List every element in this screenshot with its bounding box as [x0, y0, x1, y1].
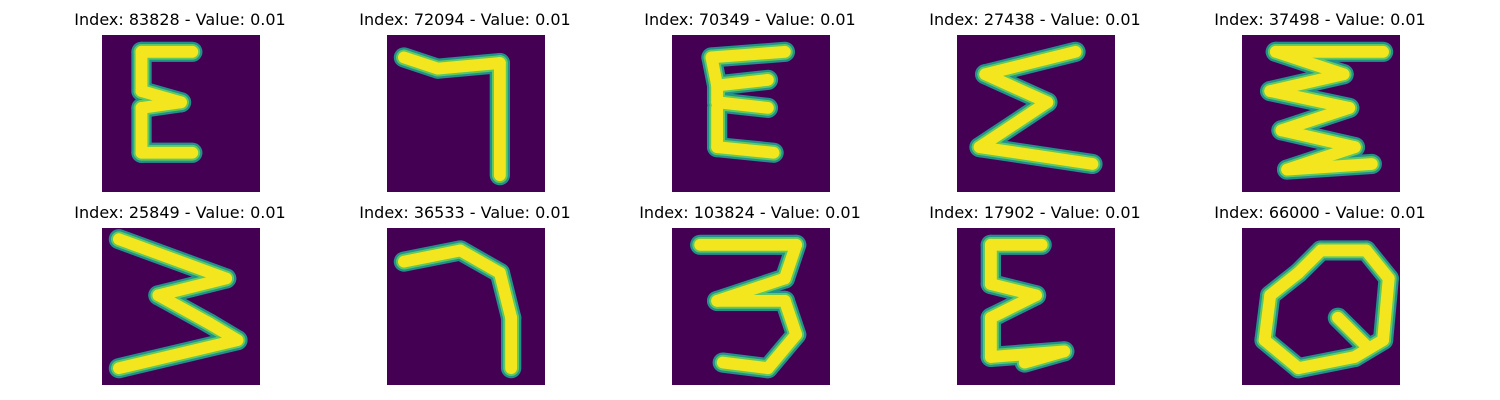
- glyph-stroke: [1258, 289, 1277, 347]
- digit-image: [387, 35, 545, 192]
- panel-title: Index: 17902 - Value: 0.01: [929, 203, 1141, 222]
- glyph-stroke: [711, 141, 780, 159]
- glyph-stroke: [1269, 45, 1350, 81]
- glyph-stroke-layer: [113, 233, 244, 375]
- panel-9: Index: 17902 - Value: 0.01: [885, 193, 1185, 385]
- panel-title: Index: 25849 - Value: 0.01: [74, 203, 286, 222]
- glyph-stroke: [135, 96, 187, 114]
- glyph-stroke-layer: [1258, 244, 1395, 375]
- glyph-stroke: [113, 233, 233, 285]
- glyph-stroke: [398, 244, 467, 268]
- glyph-stroke: [1258, 334, 1305, 375]
- glyph-stroke: [1264, 266, 1305, 302]
- glyph-stroke: [1275, 102, 1356, 137]
- glyph-stroke: [1275, 124, 1361, 154]
- glyph-stroke-layer: [984, 238, 1071, 369]
- glyph-stroke: [778, 295, 803, 341]
- panel-title: Index: 27438 - Value: 0.01: [929, 10, 1141, 29]
- glyph-stroke-layer: [694, 238, 803, 375]
- panel-5: Index: 37498 - Value: 0.01: [1170, 0, 1470, 192]
- panel-title: Index: 103824 - Value: 0.01: [639, 203, 861, 222]
- glyph-stroke: [711, 96, 774, 114]
- panel-4: Index: 27438 - Value: 0.01: [885, 0, 1185, 192]
- digit-image: [672, 35, 830, 192]
- glyph-stroke-layer: [135, 45, 199, 159]
- glyph-stroke: [1264, 85, 1356, 114]
- glyph-stroke: [762, 328, 803, 375]
- glyph-stroke-layer: [705, 45, 791, 159]
- glyph-stroke: [711, 73, 774, 92]
- digit-image: [957, 35, 1115, 192]
- panel-title: Index: 37498 - Value: 0.01: [1214, 10, 1426, 29]
- glyph-stroke: [1332, 311, 1373, 352]
- panel-1: Index: 83828 - Value: 0.01: [30, 0, 330, 192]
- glyph-stroke: [454, 244, 506, 279]
- glyph-stroke-layer: [973, 45, 1099, 170]
- glyph-stroke: [398, 51, 444, 75]
- digit-image: [102, 35, 260, 192]
- digit-image: [1242, 228, 1400, 385]
- panel-2: Index: 72094 - Value: 0.01: [315, 0, 615, 192]
- glyph-stroke: [1360, 244, 1395, 285]
- glyph-stroke: [973, 96, 1054, 154]
- panel-10: Index: 66000 - Value: 0.01: [1170, 193, 1470, 385]
- glyph-stroke: [984, 289, 1042, 324]
- glyph-stroke-layer: [398, 244, 518, 375]
- glyph-stroke: [1292, 244, 1327, 279]
- digit-image: [1242, 35, 1400, 192]
- glyph-stroke: [1281, 158, 1378, 176]
- glyph-stroke: [493, 266, 518, 324]
- panel-3: Index: 70349 - Value: 0.01: [600, 0, 900, 192]
- panel-7: Index: 36533 - Value: 0.01: [315, 193, 615, 385]
- glyph-stroke: [1377, 272, 1395, 347]
- glyph-stroke: [716, 356, 774, 375]
- glyph-stroke: [973, 141, 1099, 170]
- glyph-stroke: [979, 68, 1054, 109]
- panel-title: Index: 66000 - Value: 0.01: [1214, 203, 1426, 222]
- digit-image: [102, 228, 260, 385]
- glyph-stroke: [705, 45, 791, 64]
- digit-image: [957, 228, 1115, 385]
- panel-title: Index: 70349 - Value: 0.01: [644, 10, 856, 29]
- glyph-stroke: [152, 289, 216, 330]
- glyph-stroke: [152, 272, 233, 302]
- digit-image: [672, 228, 830, 385]
- panel-title: Index: 36533 - Value: 0.01: [359, 203, 571, 222]
- panel-title: Index: 83828 - Value: 0.01: [74, 10, 286, 29]
- glyph-stroke-layer: [1264, 45, 1389, 176]
- glyph-stroke: [113, 334, 244, 375]
- panel-title: Index: 72094 - Value: 0.01: [359, 10, 571, 29]
- glyph-stroke: [979, 45, 1082, 81]
- panel-6: Index: 25849 - Value: 0.01: [30, 193, 330, 385]
- glyph-stroke: [431, 57, 506, 75]
- panel-8: Index: 103824 - Value: 0.01: [600, 193, 900, 385]
- digit-image: [387, 228, 545, 385]
- glyph-stroke: [1292, 351, 1361, 375]
- glyph-stroke: [778, 238, 803, 285]
- glyph-stroke-layer: [398, 51, 506, 182]
- glyph-stroke: [1018, 345, 1071, 369]
